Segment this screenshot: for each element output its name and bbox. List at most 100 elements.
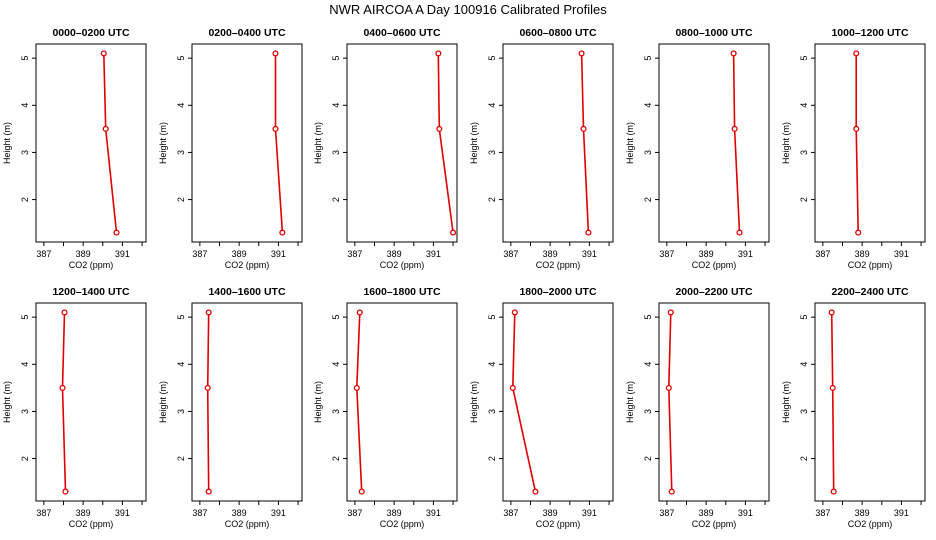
y-tick-label: 5 (176, 56, 186, 61)
y-tick-label: 4 (20, 103, 30, 108)
y-axis-label: Height (m) (781, 381, 791, 423)
y-tick-label: 4 (20, 362, 30, 367)
profile-line (274, 53, 284, 233)
data-point (580, 125, 587, 132)
x-axis-label: CO2 (ppm) (380, 519, 425, 529)
data-point (731, 125, 738, 132)
y-axis-label: Height (m) (158, 381, 168, 423)
x-tick-label: 387 (347, 508, 362, 518)
x-tick-label: 391 (738, 508, 753, 518)
data-point (356, 309, 363, 316)
x-tick-label: 387 (347, 249, 362, 259)
figure-title: NWR AIRCOA A Day 100916 Calibrated Profi… (329, 2, 607, 17)
y-tick-label: 5 (20, 56, 30, 61)
y-tick-label: 3 (643, 150, 653, 155)
y-tick-label: 4 (331, 362, 341, 367)
y-tick-label: 3 (20, 409, 30, 414)
data-point (509, 384, 516, 391)
profile-line (667, 312, 673, 492)
data-point (667, 309, 674, 316)
x-tick-label: 389 (855, 249, 870, 259)
y-axis-label: Height (m) (469, 122, 479, 164)
y-tick-label: 4 (643, 103, 653, 108)
x-tick-label: 387 (192, 249, 207, 259)
data-point (736, 229, 743, 236)
x-tick-label: 389 (699, 508, 714, 518)
panel-title: 0000–0200 UTC (52, 27, 129, 39)
data-point (668, 488, 675, 495)
y-axis-label: Height (m) (469, 381, 479, 423)
data-point (585, 229, 592, 236)
y-tick-label: 2 (20, 456, 30, 461)
x-tick-label: 387 (503, 249, 518, 259)
x-tick-label: 391 (426, 249, 441, 259)
y-tick-label: 2 (799, 197, 809, 202)
y-tick-label: 3 (176, 409, 186, 414)
x-axis-label: CO2 (ppm) (536, 260, 581, 270)
x-tick-label: 391 (582, 508, 597, 518)
x-tick-label: 391 (115, 249, 130, 259)
y-tick-label: 2 (176, 456, 186, 461)
panel-title: 2000–2200 UTC (675, 286, 752, 298)
y-tick-label: 5 (487, 315, 497, 320)
x-tick-label: 391 (582, 249, 597, 259)
x-tick-label: 389 (387, 249, 402, 259)
data-point (450, 229, 457, 236)
plot-frame (502, 302, 614, 502)
y-tick-label: 3 (331, 409, 341, 414)
panel-title: 2200–2400 UTC (831, 286, 908, 298)
y-tick-label: 3 (487, 409, 497, 414)
y-tick-label: 4 (331, 103, 341, 108)
plot-frame (191, 43, 303, 243)
profile-line (103, 53, 118, 233)
profile-line (580, 53, 590, 233)
x-axis-label: CO2 (ppm) (225, 519, 270, 529)
panel-title: 0800–1000 UTC (675, 27, 752, 39)
x-tick-label: 389 (232, 249, 247, 259)
data-point (353, 384, 360, 391)
data-point (61, 309, 68, 316)
y-tick-label: 2 (176, 197, 186, 202)
plot-frame (191, 302, 303, 502)
plot-frame (35, 43, 147, 243)
y-tick-label: 3 (20, 150, 30, 155)
profile-line (437, 53, 454, 233)
plot-frame (658, 43, 770, 243)
panel-title: 1400–1600 UTC (208, 286, 285, 298)
x-tick-label: 387 (659, 249, 674, 259)
y-tick-label: 3 (331, 150, 341, 155)
x-tick-label: 387 (36, 508, 51, 518)
y-tick-label: 4 (799, 362, 809, 367)
panel-title: 0200–0400 UTC (208, 27, 285, 39)
x-tick-label: 391 (271, 249, 286, 259)
y-tick-label: 5 (331, 315, 341, 320)
y-tick-label: 4 (487, 103, 497, 108)
x-tick-label: 387 (815, 508, 830, 518)
x-tick-label: 389 (543, 249, 558, 259)
y-tick-label: 5 (643, 315, 653, 320)
x-axis-label: CO2 (ppm) (692, 519, 737, 529)
x-axis-label: CO2 (ppm) (692, 260, 737, 270)
y-axis-label: Height (m) (313, 122, 323, 164)
y-tick-label: 3 (643, 409, 653, 414)
data-point (853, 50, 860, 57)
y-tick-label: 3 (176, 150, 186, 155)
data-point (205, 309, 212, 316)
plot-frame (502, 43, 614, 243)
y-tick-label: 5 (176, 315, 186, 320)
plot-frame (658, 302, 770, 502)
x-tick-label: 391 (738, 249, 753, 259)
profile-line (61, 312, 67, 492)
data-point (532, 488, 539, 495)
y-tick-label: 4 (643, 362, 653, 367)
profile-line (855, 53, 859, 233)
y-axis-label: Height (m) (2, 122, 12, 164)
y-axis-label: Height (m) (313, 381, 323, 423)
x-axis-label: CO2 (ppm) (380, 260, 425, 270)
